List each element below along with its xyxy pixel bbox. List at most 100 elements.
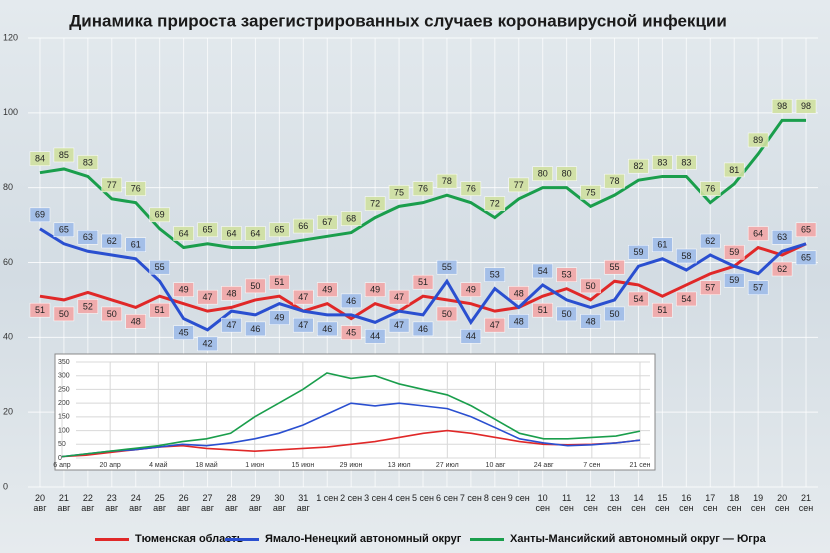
- inset-y-tick-label: 300: [58, 373, 70, 380]
- data-label-box: [77, 155, 99, 170]
- y-tick-label: 100: [3, 107, 18, 117]
- data-label: 62: [777, 264, 787, 274]
- data-label: 76: [131, 184, 141, 194]
- data-label-box: [532, 263, 553, 279]
- data-label-box: [29, 302, 51, 318]
- x-tick-label: 3 сен: [364, 493, 387, 503]
- data-label-box: [364, 329, 386, 344]
- data-label-box: [53, 222, 75, 238]
- data-label: 52: [83, 301, 93, 311]
- x-tick-label: 11 сен: [559, 493, 574, 513]
- data-label-box: [412, 321, 434, 337]
- inset-x-tick-label: 13 июл: [388, 462, 411, 469]
- data-label: 44: [370, 331, 380, 341]
- data-label: 98: [801, 101, 811, 111]
- data-label-box: [173, 282, 194, 297]
- data-label: 68: [346, 213, 356, 223]
- data-label-box: [700, 181, 721, 196]
- data-label-box: [484, 267, 506, 282]
- data-label-box: [700, 280, 721, 295]
- x-tick-label: 18 сен: [726, 493, 742, 513]
- x-tick-label: 23 авг: [105, 493, 119, 513]
- x-tick-label: 10 сен: [535, 493, 550, 513]
- inset-x-tick-label: 10 авг: [486, 462, 506, 469]
- x-tick-label: 1 сен: [316, 493, 339, 503]
- data-label-box: [532, 166, 553, 181]
- data-label-box: [245, 226, 266, 241]
- x-tick-label: 27 авг: [200, 493, 215, 513]
- legend-swatch: [470, 537, 504, 541]
- chart-title: Динамика прироста зарегистрированных слу…: [69, 11, 727, 30]
- data-label: 78: [610, 176, 620, 186]
- x-tick-label: 22 авг: [81, 493, 95, 513]
- data-label: 58: [681, 251, 691, 261]
- data-label-box: [676, 291, 697, 307]
- data-label-box: [125, 181, 146, 196]
- data-label: 50: [610, 309, 620, 319]
- data-label: 44: [466, 331, 476, 341]
- data-label-box: [77, 230, 99, 245]
- x-tick-label: 29 авг: [248, 493, 262, 513]
- x-tick-label: 17 сен: [703, 493, 718, 513]
- data-label-box: [197, 222, 218, 238]
- data-label: 47: [226, 320, 236, 330]
- data-label: 51: [274, 277, 284, 287]
- data-label-box: [700, 233, 721, 249]
- data-label: 55: [155, 262, 165, 272]
- x-tick-label: 13 сен: [607, 493, 622, 513]
- data-label-box: [101, 177, 123, 193]
- x-tick-label: 16 сен: [679, 493, 694, 513]
- data-label: 48: [514, 288, 524, 298]
- inset-y-tick-label: 0: [58, 455, 62, 462]
- data-label: 51: [155, 305, 165, 315]
- data-label: 76: [705, 184, 715, 194]
- y-tick-label: 60: [3, 257, 13, 267]
- data-label-box: [149, 302, 170, 318]
- data-label: 72: [370, 198, 380, 208]
- data-label: 85: [59, 150, 69, 160]
- data-label: 64: [226, 228, 236, 238]
- inset-y-tick-label: 100: [58, 427, 70, 434]
- data-label: 50: [59, 309, 69, 319]
- data-label: 66: [298, 221, 308, 231]
- data-label-box: [101, 306, 123, 322]
- data-label: 50: [586, 281, 596, 291]
- y-tick-label: 40: [3, 332, 13, 342]
- x-tick-label: 19 сен: [750, 493, 766, 513]
- data-label-box: [412, 274, 434, 290]
- data-label-box: [388, 185, 410, 200]
- x-tick-label: 12 сен: [583, 493, 598, 513]
- data-label: 50: [562, 309, 572, 319]
- data-label: 47: [394, 292, 404, 302]
- legend-swatch: [95, 537, 129, 541]
- data-label-box: [388, 317, 410, 333]
- data-label: 49: [322, 285, 332, 295]
- data-label: 49: [179, 285, 189, 295]
- data-label: 89: [753, 135, 763, 145]
- inset-x-tick-label: 1 июн: [245, 462, 264, 469]
- data-label-box: [293, 289, 314, 305]
- data-label-box: [723, 272, 745, 288]
- legend-item: Ямало-Ненецкий автономный округ: [225, 533, 461, 545]
- legend-label: Ханты-Мансийский автономный округ — Югра: [510, 533, 766, 545]
- data-label-box: [676, 155, 697, 170]
- series-line: [39, 118, 807, 250]
- data-label: 55: [610, 262, 620, 272]
- inset-x-tick-label: 4 май: [149, 461, 168, 469]
- x-tick-label: 24 авг: [129, 493, 143, 513]
- data-label: 50: [107, 309, 117, 319]
- data-label: 78: [442, 176, 452, 186]
- data-label: 69: [35, 210, 45, 220]
- x-tick-label: 7 сен: [459, 493, 482, 503]
- data-label: 55: [442, 262, 452, 272]
- data-label-box: [604, 173, 625, 189]
- data-label-box: [484, 317, 506, 333]
- inset-x-tick-label: 18 май: [195, 461, 217, 469]
- x-tick-label: 30 авг: [272, 493, 286, 513]
- inset-x-tick-label: 15 июн: [291, 462, 314, 469]
- data-label: 61: [657, 240, 667, 250]
- data-label-box: [316, 282, 338, 297]
- data-label-box: [29, 151, 51, 166]
- data-label: 80: [538, 169, 548, 179]
- data-label-box: [508, 177, 530, 193]
